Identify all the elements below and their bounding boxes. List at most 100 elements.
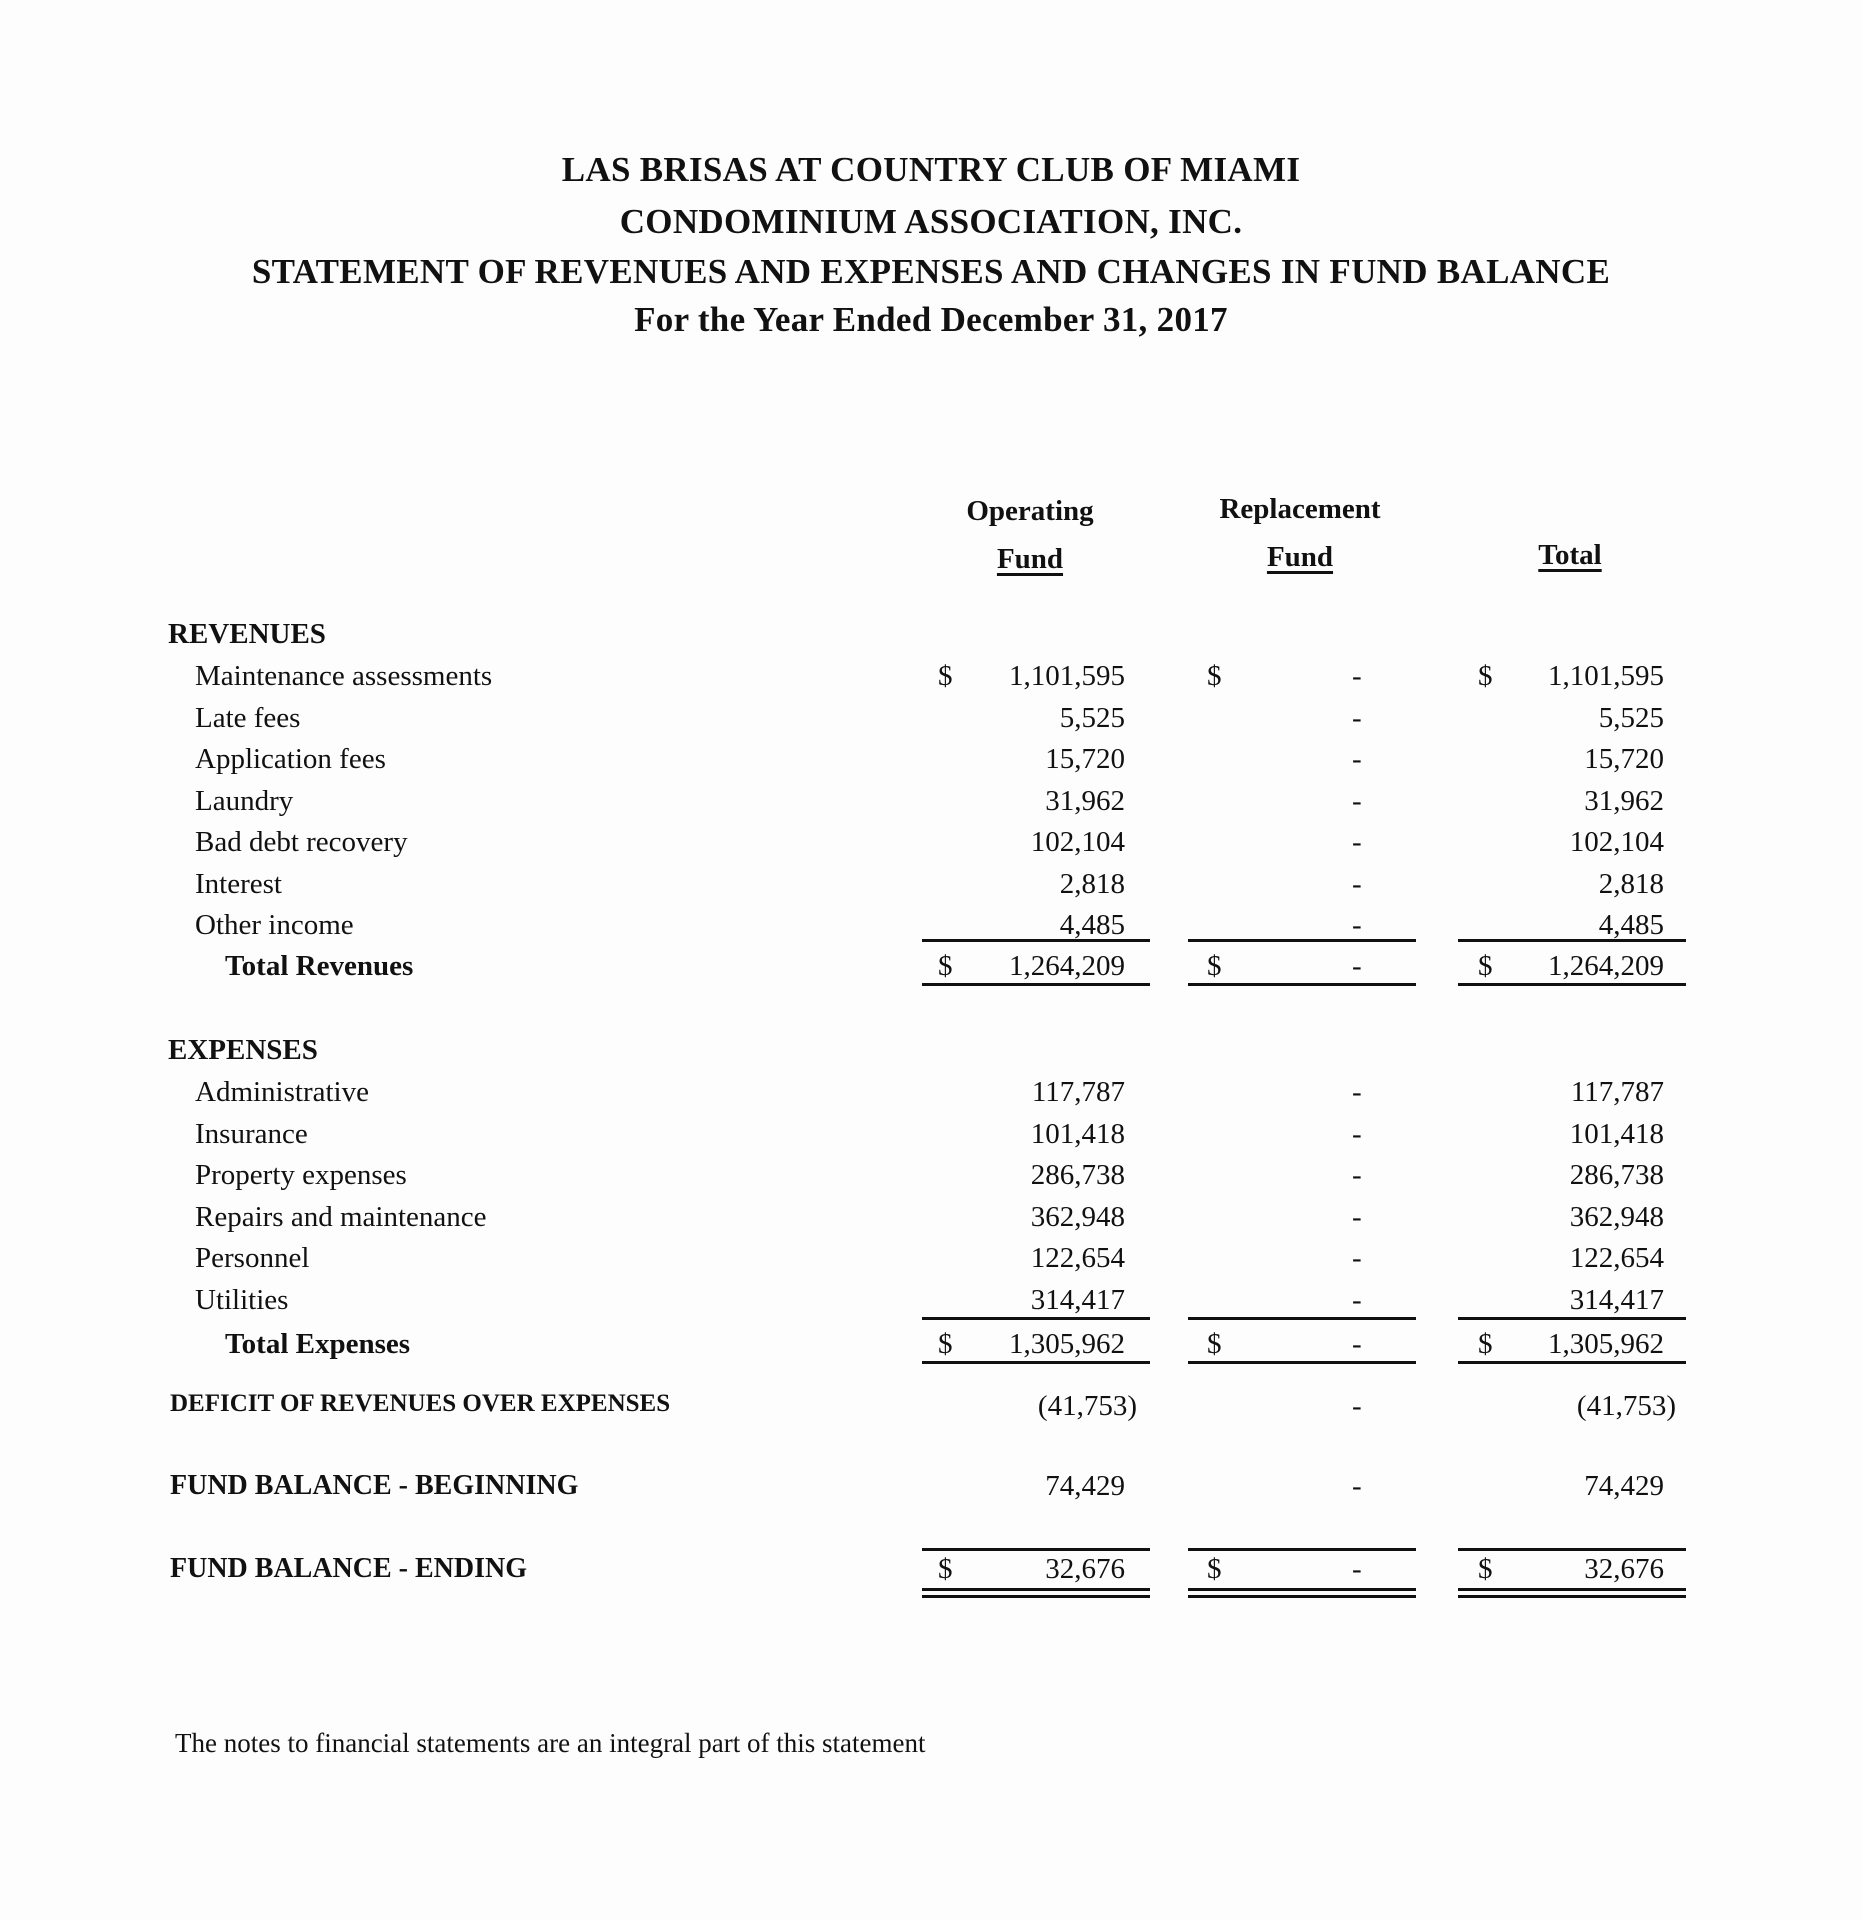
row-label: Application fees <box>195 743 386 775</box>
replacement-value: - <box>1352 743 1362 775</box>
rule-line <box>1458 1361 1686 1364</box>
total-value: 15,720 <box>1584 743 1664 775</box>
row-label: Total Expenses <box>225 1328 411 1360</box>
total-value: 2,818 <box>1598 867 1664 900</box>
total-value: 101,418 <box>1569 1117 1664 1150</box>
statement-row: Repairs and maintenance 362,948 - 362,948 <box>0 1201 1862 1241</box>
row-label: Property expenses <box>195 1159 407 1191</box>
row-label: Late fees <box>195 701 301 734</box>
rule-line <box>1188 1548 1416 1551</box>
row-label: Insurance <box>195 1117 308 1150</box>
operating-value: 286,738 <box>1030 1159 1125 1191</box>
statement-row: Total Expenses $ $ $1,305,962 - 1,305,962 <box>0 1328 1862 1368</box>
operating-value: 314,417 <box>1030 1283 1125 1316</box>
rule-line <box>1188 939 1416 942</box>
col-replacement-bottom: Fund <box>1266 541 1334 573</box>
row-label: Maintenance assessments <box>195 660 493 692</box>
replacement-value: - <box>1352 1242 1362 1274</box>
replacement-value: - <box>1352 1328 1362 1360</box>
statement-row: Insurance 101,418 - 101,418 <box>0 1118 1862 1158</box>
footnote: The notes to financial statements are an… <box>175 1728 926 1758</box>
statement-row: Bad debt recovery 102,104 - 102,104 <box>0 826 1862 866</box>
rule-line <box>1188 1317 1416 1320</box>
total-value: 286,738 <box>1569 1159 1664 1191</box>
rule-line <box>922 1548 1150 1551</box>
operating-value: 1,305,962 <box>1009 1328 1125 1360</box>
replacement-value: - <box>1352 826 1362 858</box>
row-label: DEFICIT OF REVENUES OVER EXPENSES <box>170 1390 671 1417</box>
statement-period: For the Year Ended December 31, 2017 <box>634 300 1228 339</box>
row-label: Administrative <box>195 1076 369 1108</box>
rule-line <box>922 1361 1150 1364</box>
statement-row: Late fees 5,525 - 5,525 <box>0 702 1862 742</box>
operating-value: 31,962 <box>1045 784 1125 817</box>
statement-row: Total Revenues $ $ $1,264,209 - 1,264,209 <box>0 950 1862 990</box>
statement-row: Personnel 122,654 - 122,654 <box>0 1242 1862 1282</box>
rule-line <box>922 1588 1150 1591</box>
rule-line <box>922 983 1150 986</box>
row-label: Utilities <box>195 1283 289 1316</box>
statement-row: Other income 4,485 - 4,485 <box>0 909 1862 949</box>
currency-symbol: $ <box>1478 660 1493 692</box>
row-label: REVENUES <box>168 618 326 650</box>
total-value: 362,948 <box>1569 1200 1664 1233</box>
statement-row: Administrative 117,787 - 117,787 <box>0 1076 1862 1116</box>
rule-line <box>1458 1588 1686 1591</box>
total-value: 1,101,595 <box>1548 660 1664 692</box>
row-label: EXPENSES <box>168 1034 318 1066</box>
rule-line <box>1458 1548 1686 1551</box>
rule-line <box>1188 1595 1416 1598</box>
replacement-value: - <box>1352 1283 1362 1316</box>
replacement-value: - <box>1352 950 1362 982</box>
currency-symbol: $ <box>1207 950 1222 982</box>
statement-row: Interest 2,818 - 2,818 <box>0 868 1862 908</box>
replacement-value: - <box>1352 1470 1362 1502</box>
total-value: 31,962 <box>1584 784 1664 817</box>
currency-symbol: $ <box>1207 1328 1222 1360</box>
total-value: 117,787 <box>1570 1076 1664 1108</box>
rule-line <box>922 1317 1150 1320</box>
currency-symbol: $ <box>938 1328 953 1360</box>
currency-symbol: $ <box>1478 1328 1493 1360</box>
rule-line <box>1458 983 1686 986</box>
row-label: Other income <box>195 909 354 941</box>
statement-row: Property expenses 286,738 - 286,738 <box>0 1159 1862 1199</box>
operating-value: 1,101,595 <box>1009 660 1125 692</box>
row-label: Interest <box>195 867 282 900</box>
operating-value: 32,676 <box>1045 1553 1125 1585</box>
row-label: Bad debt recovery <box>195 826 408 858</box>
rule-line <box>1188 1361 1416 1364</box>
col-total: Total <box>1538 539 1602 571</box>
total-value: 5,525 <box>1598 701 1664 734</box>
operating-value: 4,485 <box>1059 909 1125 941</box>
operating-value: 2,818 <box>1059 867 1125 900</box>
rule-line <box>1188 983 1416 986</box>
currency-symbol: $ <box>1478 950 1493 982</box>
operating-value: 1,264,209 <box>1009 950 1125 982</box>
operating-value: 102,104 <box>1030 826 1125 858</box>
operating-value: (41,753) <box>1037 1390 1137 1422</box>
row-label: FUND BALANCE - BEGINNING <box>170 1470 579 1501</box>
operating-value: 15,720 <box>1045 743 1125 775</box>
replacement-value: - <box>1352 701 1362 734</box>
row-label: Personnel <box>195 1242 310 1274</box>
statement-row: REVENUES <box>0 618 1862 658</box>
total-value: 102,104 <box>1569 826 1664 858</box>
statement-row: Application fees 15,720 - 15,720 <box>0 743 1862 783</box>
currency-symbol: $ <box>938 660 953 692</box>
statement-row: FUND BALANCE - ENDING $ $ $32,676 - 32,676 <box>0 1553 1862 1593</box>
total-value: 32,676 <box>1584 1553 1664 1585</box>
total-value: 122,654 <box>1569 1242 1664 1274</box>
currency-symbol: $ <box>938 1553 953 1585</box>
operating-value: 5,525 <box>1059 701 1125 734</box>
row-label: Total Revenues <box>225 950 414 982</box>
total-value: 1,264,209 <box>1548 950 1664 982</box>
operating-value: 362,948 <box>1030 1200 1125 1233</box>
total-value: 74,429 <box>1584 1470 1664 1502</box>
total-value: (41,753) <box>1576 1390 1676 1422</box>
replacement-value: - <box>1352 867 1362 900</box>
operating-value: 122,654 <box>1030 1242 1125 1274</box>
replacement-value: - <box>1352 1076 1362 1108</box>
replacement-value: - <box>1352 660 1362 692</box>
replacement-value: - <box>1352 784 1362 817</box>
